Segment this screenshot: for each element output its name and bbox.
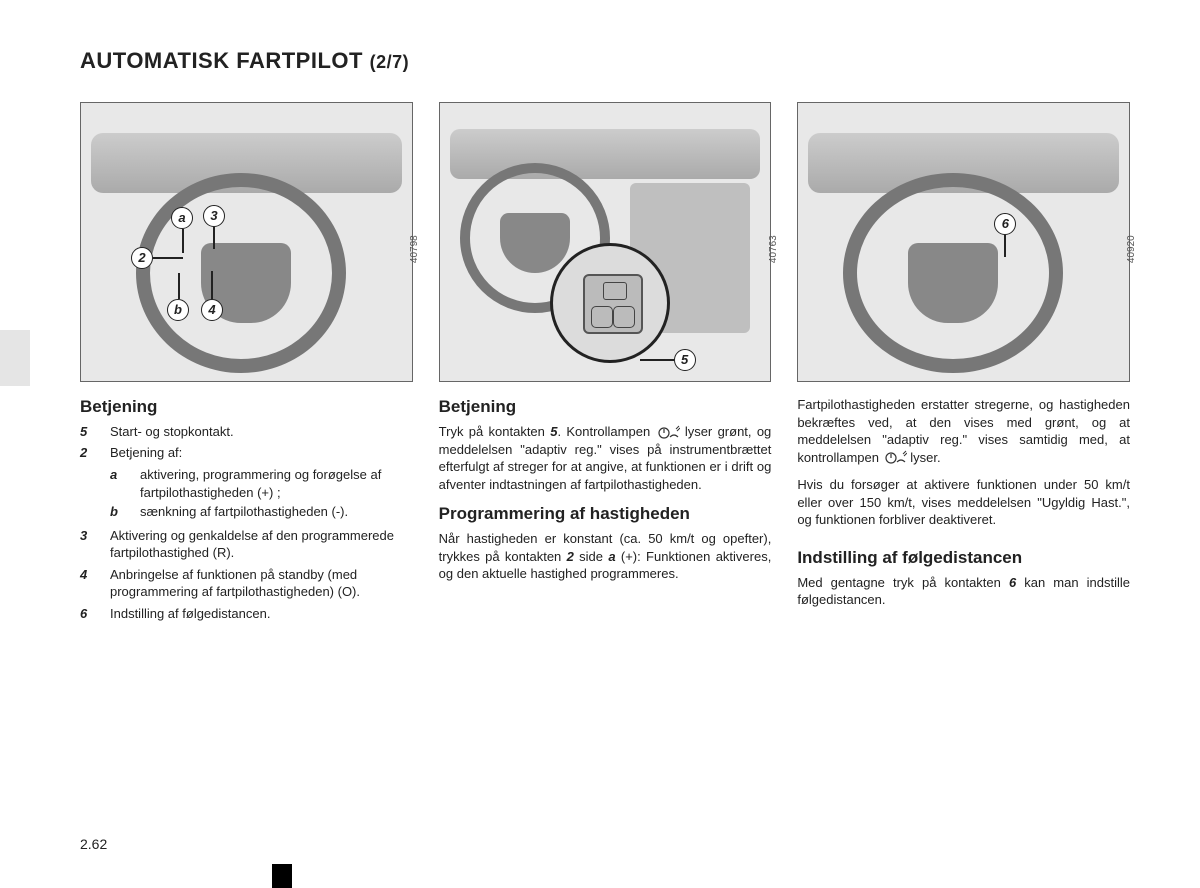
cruise-lamp-icon-2 <box>883 450 907 466</box>
col2-p2b: side <box>574 549 608 564</box>
def-num-3: 3 <box>80 527 102 562</box>
def-5: 5 Start- og stopkontakt. <box>80 423 413 441</box>
def-num-b: b <box>110 503 132 521</box>
def-num-6: 6 <box>80 605 102 623</box>
def-text-3: Aktivering og genkaldelse af den program… <box>110 527 413 562</box>
figure-ref-1: 40798 <box>408 235 422 263</box>
page-title-main: AUTOMATISK FARTPILOT <box>80 48 363 73</box>
cruise-lamp-icon <box>656 425 680 441</box>
callout-4: 4 <box>201 299 223 321</box>
callout-b: b <box>167 299 189 321</box>
col3-p1b: lyser. <box>910 450 940 465</box>
def-num-a: a <box>110 466 132 501</box>
def-text-a: aktivering, programmering og forøgelse a… <box>140 466 413 501</box>
def-b: b sænkning af fartpilothastigheden (-). <box>110 503 413 521</box>
def-num-2: 2 <box>80 444 102 462</box>
def-text-2: Betjening af: <box>110 444 413 462</box>
callout-3: 3 <box>203 205 225 227</box>
def-4: 4 Anbringelse af funktionen på standby (… <box>80 566 413 601</box>
col1-defs: 5 Start- og stopkontakt. 2 Betjening af:… <box>80 423 413 622</box>
page-number: 2.62 <box>80 836 107 852</box>
col2-num2: 2 <box>567 549 574 564</box>
figure-steering-left: 40798 a 3 2 b 4 <box>80 102 413 382</box>
def-text-4: Anbringelse af funktionen på standby (me… <box>110 566 413 601</box>
figure-dashboard-center: 40763 5 <box>439 102 772 382</box>
column-3: 40920 6 Fartpilothastigheden erstatter s… <box>797 102 1130 632</box>
page-bottom-tab <box>272 864 292 888</box>
def-6: 6 Indstilling af følgedistancen. <box>80 605 413 623</box>
callout-5: 5 <box>674 349 696 371</box>
column-1: 40798 a 3 2 b 4 Betjening 5 Start- og st… <box>80 102 413 632</box>
col3-p2: Hvis du forsøger at aktivere funktionen … <box>797 476 1130 529</box>
col2-p2: Når hastigheden er konstant (ca. 50 km/t… <box>439 530 772 583</box>
figure-steering-right: 40920 6 <box>797 102 1130 382</box>
def-a: a aktivering, programmering og forøgelse… <box>110 466 413 501</box>
def-text-b: sænkning af fartpilothastigheden (-). <box>140 503 413 521</box>
def-2: 2 Betjening af: <box>80 444 413 462</box>
column-2: 40763 5 Betjening Tryk på kontakten 5. K… <box>439 102 772 632</box>
col3-p3a: Med gentagne tryk på kontakten <box>797 575 1009 590</box>
center-console-buttons <box>583 274 643 334</box>
col3-h: Indstilling af følgedistancen <box>797 547 1130 570</box>
col3-p1: Fartpilothastigheden erstatter stregerne… <box>797 396 1130 466</box>
figure-ref-2: 40763 <box>766 235 780 263</box>
def-text-6: Indstilling af følgedistancen. <box>110 605 413 623</box>
callout-2: 2 <box>131 247 153 269</box>
def-num-4: 4 <box>80 566 102 601</box>
col1-heading: Betjening <box>80 396 413 419</box>
page-side-tab <box>0 330 30 386</box>
col2-p1: Tryk på kontakten 5. Kontrollampen lyser… <box>439 423 772 493</box>
def-3: 3 Aktivering og genkaldelse af den progr… <box>80 527 413 562</box>
page-title: AUTOMATISK FARTPILOT (2/7) <box>80 48 1130 74</box>
col2-p1b: . Kontrollampen <box>557 424 650 439</box>
page-title-sub: (2/7) <box>370 52 410 72</box>
col2-h1: Betjening <box>439 396 772 419</box>
callout-a: a <box>171 207 193 229</box>
col2-p1a: Tryk på kontakten <box>439 424 551 439</box>
content-columns: 40798 a 3 2 b 4 Betjening 5 Start- og st… <box>80 102 1130 632</box>
figure-ref-3: 40920 <box>1125 235 1139 263</box>
def-num-5: 5 <box>80 423 102 441</box>
col2-h2: Programmering af hastigheden <box>439 503 772 526</box>
col2-lettera: a <box>608 549 615 564</box>
def-text-5: Start- og stopkontakt. <box>110 423 413 441</box>
col3-p3: Med gentagne tryk på kontakten 6 kan man… <box>797 574 1130 609</box>
col3-p1a: Fartpilothastigheden erstatter stregerne… <box>797 397 1130 465</box>
